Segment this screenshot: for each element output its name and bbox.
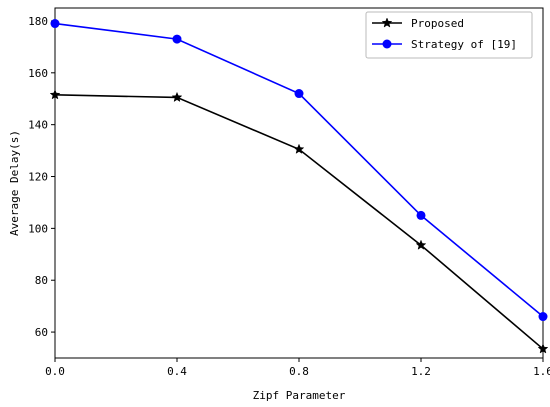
y-tick-label: 60: [35, 326, 48, 339]
legend-swatch-marker: [382, 39, 392, 49]
x-tick-label: 0.0: [45, 365, 65, 378]
series-2: [50, 19, 548, 322]
legend: Proposed Strategy of [19]: [365, 11, 533, 59]
x-tick-label: 1.2: [411, 365, 431, 378]
legend-items: Proposed Strategy of [19]: [372, 17, 517, 51]
data-point: [49, 89, 61, 100]
y-tick-label: 140: [28, 119, 48, 132]
legend-label: Strategy of [19]: [411, 38, 517, 51]
data-point: [537, 343, 549, 354]
y-tick-label: 100: [28, 222, 48, 235]
legend-item: Proposed: [372, 17, 464, 30]
data-point: [416, 210, 426, 220]
x-tick-label: 1.6: [533, 365, 550, 378]
series-layer: [49, 19, 549, 354]
legend-swatch-marker: [381, 17, 393, 28]
plot-area: [54, 7, 544, 359]
y-axis-label: Average Delay(s): [8, 130, 21, 236]
y-axis-ticks: 60 80 100 120 140 160 180: [28, 15, 55, 339]
series-1: [49, 89, 549, 354]
y-tick-label: 180: [28, 15, 48, 28]
y-tick-label: 80: [35, 274, 48, 287]
data-point: [50, 19, 60, 29]
data-point: [172, 34, 182, 44]
data-point: [171, 91, 183, 103]
x-tick-label: 0.8: [289, 365, 309, 378]
y-tick-label: 160: [28, 67, 48, 80]
data-point: [294, 89, 304, 99]
x-axis-ticks: 0.0 0.4 0.8 1.2 1.6: [45, 358, 550, 378]
data-point: [293, 143, 305, 154]
legend-item: Strategy of [19]: [372, 38, 517, 51]
legend-box: [365, 11, 533, 59]
legend-label: Proposed: [411, 17, 464, 30]
y-tick-label: 120: [28, 171, 48, 184]
x-tick-label: 0.4: [167, 365, 187, 378]
x-axis-label: Zipf Parameter: [253, 389, 346, 402]
data-point: [538, 312, 548, 322]
data-point: [415, 239, 427, 250]
